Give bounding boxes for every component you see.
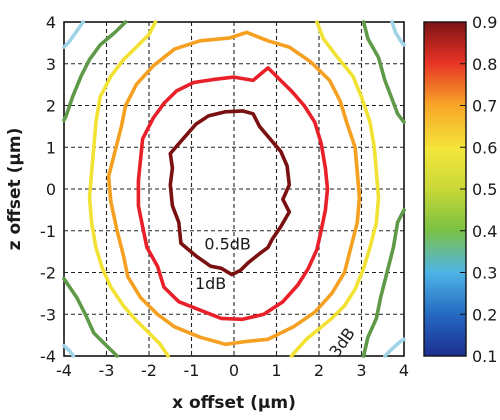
x-tick-label: 3 bbox=[356, 361, 366, 380]
colorbar bbox=[423, 21, 467, 357]
colorbar-tick-label: 0.7 bbox=[472, 97, 497, 116]
grid-lines bbox=[64, 22, 404, 356]
y-axis-label: z offset (µm) bbox=[5, 128, 25, 251]
contour-line bbox=[62, 20, 85, 49]
colorbar-tick-label: 0.4 bbox=[472, 222, 497, 241]
y-tick-label: 0 bbox=[46, 180, 56, 199]
contour-line bbox=[62, 277, 119, 358]
colorbar-tick-labels: 0.1 0.2 0.3 0.4 0.5 0.6 0.7 0.8 0.9 bbox=[472, 13, 497, 366]
x-tick-labels: -4 -3 -2 -1 0 1 2 3 4 bbox=[56, 361, 409, 380]
contour-line bbox=[87, 20, 170, 358]
y-tick-label: 4 bbox=[46, 13, 56, 32]
x-tick-label: 2 bbox=[314, 361, 324, 380]
contour-line bbox=[383, 337, 406, 358]
x-tick-label: -2 bbox=[141, 361, 157, 380]
colorbar-tick-label: 0.9 bbox=[472, 13, 497, 32]
colorbar-tick-label: 0.8 bbox=[472, 55, 497, 74]
contour-line bbox=[106, 30, 362, 347]
colorbar-tick-label: 0.1 bbox=[472, 347, 497, 366]
y-tick-label: -2 bbox=[40, 264, 56, 283]
x-tick-label: -3 bbox=[99, 361, 115, 380]
y-tick-label: -1 bbox=[40, 222, 56, 241]
contour-line bbox=[62, 343, 76, 358]
contour-line bbox=[289, 20, 381, 358]
contour-line bbox=[390, 20, 406, 47]
colorbar-tick-label: 0.3 bbox=[472, 264, 497, 283]
contour-label: 1dB bbox=[195, 274, 226, 293]
colorbar-tick-label: 0.5 bbox=[472, 180, 497, 199]
x-axis-label: x offset (µm) bbox=[172, 393, 296, 413]
contour-line bbox=[136, 66, 330, 322]
y-tick-label: 2 bbox=[46, 97, 56, 116]
y-tick-label: 3 bbox=[46, 55, 56, 74]
contour-line bbox=[361, 208, 406, 358]
contour-label: 3dB bbox=[325, 324, 359, 361]
y-tick-label: 1 bbox=[46, 138, 56, 157]
x-tick-label: 4 bbox=[399, 361, 409, 380]
colorbar-gradient bbox=[423, 21, 467, 357]
x-tick-label: -1 bbox=[184, 361, 200, 380]
contour-line bbox=[168, 109, 292, 277]
x-tick-label: -4 bbox=[56, 361, 72, 380]
colorbar-tick-label: 0.6 bbox=[472, 138, 497, 157]
contour-lines bbox=[62, 20, 406, 358]
colorbar-tick-label: 0.2 bbox=[472, 305, 497, 324]
y-tick-label: -3 bbox=[40, 305, 56, 324]
y-tick-labels: -4 -3 -2 -1 0 1 2 3 4 bbox=[40, 13, 56, 366]
contour-label: 0.5dB bbox=[204, 235, 251, 254]
contour-line bbox=[62, 20, 128, 122]
x-tick-label: 1 bbox=[271, 361, 281, 380]
y-tick-label: -4 bbox=[40, 347, 56, 366]
contour-line bbox=[361, 20, 406, 124]
x-tick-label: 0 bbox=[229, 361, 239, 380]
